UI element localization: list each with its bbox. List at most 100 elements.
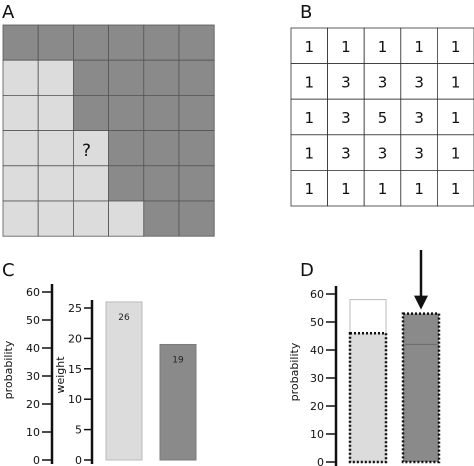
grid-cell (37, 59, 74, 96)
grid-cell (143, 95, 180, 132)
cell-value: 3 (378, 73, 388, 91)
grid-cell (73, 165, 110, 202)
cell-value: 1 (378, 180, 388, 198)
cell-value: 1 (414, 38, 424, 56)
y-tick-label: 40 (310, 344, 324, 357)
y-tick-label: 20 (26, 398, 40, 411)
cell-value: 1 (451, 109, 461, 127)
y-tick-label: 50 (310, 316, 324, 329)
cell-value: 3 (414, 145, 424, 163)
grid-cell (143, 24, 180, 61)
number-cell (363, 98, 402, 136)
number-cell (290, 134, 328, 171)
cell-value: 1 (451, 145, 461, 163)
number-cell (436, 134, 474, 171)
number-cell (436, 27, 474, 64)
y-tick-label: 40 (26, 342, 40, 355)
y-axis-label: weight (54, 356, 67, 394)
grid-cell (108, 200, 145, 237)
cell-value: 1 (305, 73, 315, 91)
y-tick-label: 0 (75, 454, 82, 466)
y-tick-label: 30 (310, 372, 324, 385)
grid-cell (37, 165, 74, 202)
cell-value: 3 (414, 73, 424, 91)
grid-cell (143, 200, 180, 237)
cell-value: 1 (305, 180, 315, 198)
panel-label-b: B (300, 2, 312, 23)
grid-cell (2, 165, 39, 202)
grid-cell (143, 130, 180, 167)
question-mark: ? (82, 141, 91, 161)
number-cell (327, 169, 365, 207)
y-tick-label: 5 (75, 424, 82, 437)
bar-value-label: 26 (118, 313, 130, 323)
cell-value: 1 (414, 180, 424, 198)
weight-bar (105, 301, 143, 461)
probability-bar (348, 331, 388, 464)
y-tick-label: 0 (33, 454, 40, 466)
probability-bar (401, 312, 441, 464)
number-cell (290, 27, 328, 64)
grid-cell (178, 59, 215, 96)
weight-bar (159, 343, 197, 461)
grid-cell (108, 130, 145, 167)
grid-cell (143, 165, 180, 202)
number-cell (363, 134, 402, 171)
cell-value: 1 (305, 38, 315, 56)
y-tick-label: 60 (310, 288, 324, 301)
panel-c-weight-chart: 0 5 10 15 20 25 weight 26 19 (54, 300, 197, 466)
y-axis-label: probability (2, 340, 15, 399)
grid-cell (73, 95, 110, 132)
cell-value: 3 (414, 109, 424, 127)
cell-value: 1 (451, 73, 461, 91)
panel-label-d: D (300, 260, 314, 281)
grid-cell (73, 24, 110, 61)
grid-cell (2, 59, 39, 96)
number-cell (327, 134, 365, 171)
grid-cell (73, 200, 110, 237)
grid-cell (37, 24, 74, 61)
y-tick-label: 50 (26, 314, 40, 327)
grid-cell (108, 59, 145, 96)
cell-value: 3 (378, 145, 388, 163)
panel-c-probability-axis: 0 10 20 30 40 50 60 probability (2, 284, 54, 466)
y-tick-label: 0 (317, 456, 324, 466)
grid-cell (178, 24, 215, 61)
cell-value: 1 (378, 38, 388, 56)
grid-cell (108, 95, 145, 132)
panel-label-c: C (2, 260, 15, 281)
number-cell (327, 63, 365, 100)
number-cell (290, 169, 328, 207)
grid-cell (178, 200, 215, 237)
grid-cell (178, 130, 215, 167)
grid-cell (108, 24, 145, 61)
y-tick-label: 20 (68, 332, 82, 345)
grid-cell (2, 130, 39, 167)
number-cell (436, 98, 474, 136)
bar-value-label: 19 (172, 355, 184, 365)
y-tick-label: 10 (26, 426, 40, 439)
grid-cell (73, 59, 110, 96)
number-cell (400, 169, 438, 207)
y-tick-label: 25 (68, 302, 82, 315)
grid-cell (2, 24, 39, 61)
cell-value: 3 (341, 73, 351, 91)
grid-cell (2, 200, 39, 237)
cell-value: 1 (341, 180, 351, 198)
cell-value: 1 (341, 38, 351, 56)
number-cell (400, 134, 438, 171)
cell-value: 1 (305, 145, 315, 163)
grid-cell (108, 165, 145, 202)
y-tick-label: 20 (310, 400, 324, 413)
y-tick-label: 15 (68, 363, 82, 376)
cell-value: 1 (451, 180, 461, 198)
y-axis-label: probability (288, 342, 301, 401)
grid-cell (178, 165, 215, 202)
y-tick-label: 60 (26, 286, 40, 299)
grid-cell (37, 95, 74, 132)
cell-value: 1 (305, 109, 315, 127)
cell-value: 3 (341, 145, 351, 163)
y-tick-label: 10 (310, 428, 324, 441)
number-cell (400, 63, 438, 100)
